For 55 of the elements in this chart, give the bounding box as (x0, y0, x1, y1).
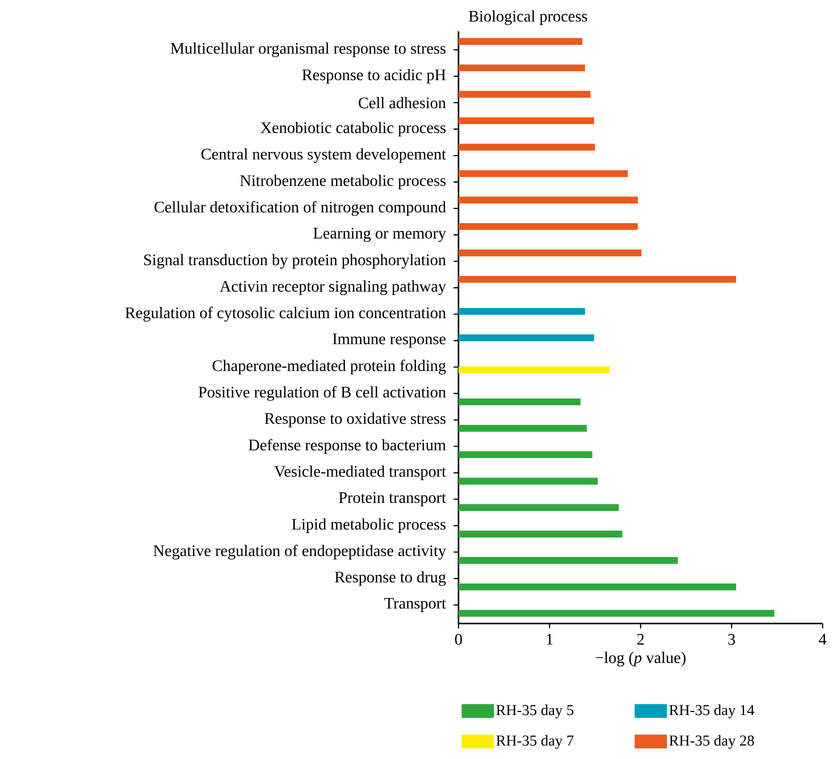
y-tick-label: Learning or memory (313, 228, 446, 242)
bar (458, 196, 638, 204)
bar (458, 584, 736, 591)
x-tick-label: 0 (455, 634, 462, 645)
y-tick-label: Signal transduction by protein phosphorylation (144, 254, 446, 269)
chart-title: Biological process (468, 10, 588, 26)
bar (458, 557, 678, 564)
y-tick-label: Protein transport (338, 492, 446, 506)
y-tick-label: Response to acidic pH (302, 69, 446, 84)
bar (458, 452, 592, 458)
bar (458, 223, 638, 230)
x-axis-title: −log (p value) (596, 652, 686, 667)
legend-label: RH-35 day 5 (496, 704, 574, 719)
y-tick-label: Defense response to bacterium (248, 439, 446, 454)
y-tick-label: Negative regulation of endopeptidase activity (153, 544, 446, 560)
y-tick-label: Nitrobenzene metabolic process (240, 174, 446, 190)
y-tick-label: Transport (384, 598, 446, 612)
y-tick-label: Response to oxidative stress (264, 412, 446, 428)
y-tick-label: Immune response (332, 334, 446, 348)
legend-label: RH-35 day 7 (496, 735, 574, 750)
y-tick-label: Lipid metabolic process (292, 518, 446, 534)
y-tick-label: Activin receptor signaling pathway (220, 280, 446, 296)
y-tick-label: Cell adhesion (358, 97, 446, 109)
x-tick-label: 3 (728, 634, 735, 645)
y-tick-label: Chaperone-mediated protein folding (212, 360, 446, 375)
y-tick-label: Vesicle-mediated transport (274, 466, 446, 480)
bar (458, 610, 774, 617)
bar (458, 398, 580, 406)
legend-label: RH-35 day 28 (669, 735, 754, 750)
y-tick-label: Cellular detoxification of nitrogen compound (154, 201, 446, 216)
bar (458, 425, 587, 432)
bar (458, 144, 596, 151)
bar (458, 478, 598, 485)
bar (458, 504, 619, 512)
y-tick-label: Response to drug (334, 571, 446, 586)
bar (458, 308, 586, 316)
y-tick-label: Regulation of cytosolic calcium ion concentration (125, 306, 446, 322)
bar (458, 250, 642, 257)
y-tick-label: Multicellular organismal response to stress (170, 42, 446, 58)
bar (458, 334, 594, 342)
x-tick-label: 2 (637, 634, 644, 645)
y-tick-label: Positive regulation of B cell activation (198, 386, 446, 402)
bar (458, 118, 594, 124)
bar (458, 64, 586, 72)
x-tick-label: 4 (818, 634, 826, 645)
bar (458, 530, 622, 538)
legend-label: RH-35 day 14 (669, 704, 754, 719)
x-tick-label: 1 (546, 634, 553, 645)
y-tick-label: Central nervous system developement (201, 148, 446, 164)
bar (458, 91, 590, 98)
bar (458, 276, 736, 284)
bar (458, 170, 628, 178)
bar (458, 38, 582, 46)
y-tick-label: Xenobiotic catabolic process (260, 122, 446, 137)
bar (458, 366, 610, 374)
